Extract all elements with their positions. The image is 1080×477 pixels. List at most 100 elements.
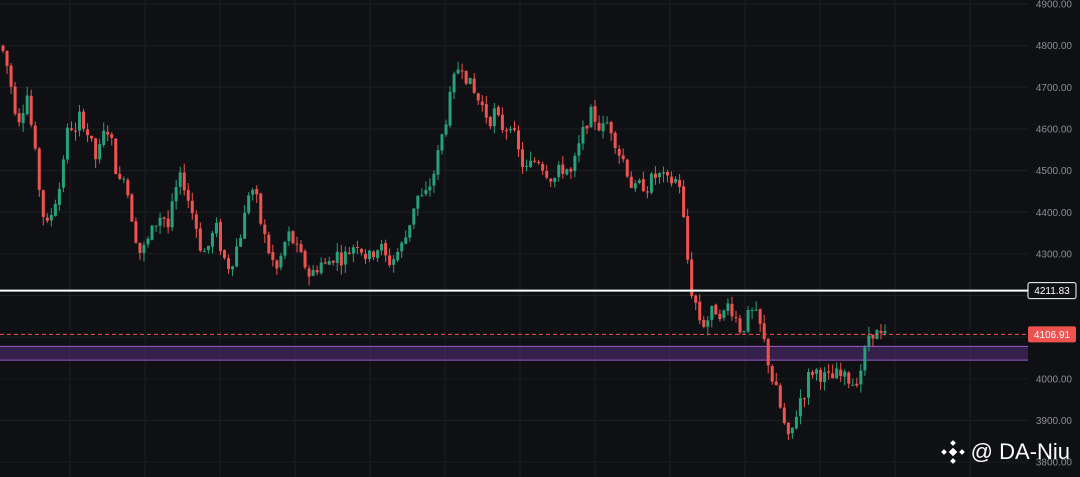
candle-body xyxy=(206,245,210,251)
candle-body xyxy=(770,366,774,382)
upper-level-badge-label: 4211.83 xyxy=(1034,286,1070,297)
candle-body xyxy=(722,310,726,318)
candle-body xyxy=(150,225,154,240)
candle-body xyxy=(198,228,202,251)
candle-body xyxy=(867,335,871,347)
candle-body xyxy=(5,50,9,66)
candle-body xyxy=(670,176,674,184)
candle-body xyxy=(25,95,29,115)
candle-body xyxy=(653,173,657,178)
candle-body xyxy=(517,130,521,150)
candle-body xyxy=(146,238,150,245)
current-price-badge-label: 4106.91 xyxy=(1034,330,1071,341)
watermark-handle: @ DA-Niu xyxy=(970,439,1070,464)
candle-body xyxy=(794,416,798,429)
candle-body xyxy=(827,371,831,373)
candle-body xyxy=(537,161,541,164)
candle-body xyxy=(698,301,702,321)
candle-body xyxy=(392,259,396,265)
candle-body xyxy=(460,70,464,72)
candle-body xyxy=(154,225,158,227)
candle-body xyxy=(839,369,843,376)
candle-body xyxy=(593,106,597,122)
candle-body xyxy=(702,319,706,327)
candle-body xyxy=(347,252,351,254)
candle-body xyxy=(73,130,77,132)
candle-body xyxy=(251,189,255,195)
candle-body xyxy=(847,372,851,384)
current-price-badge: 4106.91 xyxy=(1028,326,1076,343)
candle-body xyxy=(782,407,786,424)
candle-body xyxy=(512,128,516,131)
binance-logo-icon xyxy=(940,440,965,464)
candle-body xyxy=(295,243,299,245)
candle-body xyxy=(657,173,661,178)
candle-body xyxy=(275,260,279,269)
candle-body xyxy=(468,77,472,85)
candle-body xyxy=(86,129,90,136)
candle-body xyxy=(130,194,134,222)
candle-body xyxy=(255,188,259,195)
candle-body xyxy=(529,160,533,168)
candle-body xyxy=(279,255,283,268)
candle-body xyxy=(380,243,384,251)
candle-body xyxy=(633,183,637,189)
candle-body xyxy=(49,215,53,221)
candle-body xyxy=(94,138,98,160)
candle-body xyxy=(694,295,698,303)
candle-body xyxy=(851,384,855,386)
candle-body xyxy=(569,168,573,172)
candle-body xyxy=(573,155,577,172)
candle-body xyxy=(476,93,480,101)
candle-body xyxy=(565,169,569,175)
candle-body xyxy=(758,309,762,324)
candle-body xyxy=(267,234,271,254)
candle-body xyxy=(557,164,561,178)
candle-body xyxy=(508,128,512,131)
candle-body xyxy=(452,73,456,93)
candle-body xyxy=(577,143,581,156)
upper-level-badge: 4211.83 xyxy=(1027,282,1077,300)
candle-body xyxy=(307,268,311,277)
candle-body xyxy=(9,65,13,87)
candle-body xyxy=(480,101,484,106)
candle-body xyxy=(605,122,609,124)
y-tick-label: 4000.00 xyxy=(1036,374,1073,385)
candle-body xyxy=(553,178,557,182)
candle-body xyxy=(122,178,126,180)
candle-body xyxy=(118,173,122,179)
candle-body xyxy=(376,250,380,259)
candle-body xyxy=(448,91,452,126)
candle-body xyxy=(492,108,496,127)
candle-body xyxy=(686,216,690,260)
candle-body xyxy=(331,260,335,263)
candle-body xyxy=(666,171,670,176)
upper-level-badge-bg xyxy=(1027,282,1077,300)
candle-body xyxy=(484,104,488,118)
candle-body xyxy=(98,144,102,160)
candle-body xyxy=(13,86,17,114)
candle-body xyxy=(581,127,585,144)
candle-body xyxy=(645,191,649,193)
candle-body xyxy=(158,217,162,226)
candle-body xyxy=(436,150,440,175)
candle-body xyxy=(738,318,742,333)
candle-body xyxy=(746,310,750,332)
candle-body xyxy=(855,383,859,386)
support-zone xyxy=(0,346,1028,361)
candle-body xyxy=(456,69,460,74)
candle-body xyxy=(790,427,794,434)
candle-body xyxy=(726,303,730,311)
candle-body xyxy=(315,270,319,273)
grid-lines xyxy=(0,0,1028,477)
candle-body xyxy=(247,195,251,213)
candle-body xyxy=(734,316,738,318)
candle-body xyxy=(90,135,94,139)
candle-body xyxy=(291,231,295,244)
candle-body xyxy=(311,270,315,276)
candle-body xyxy=(106,131,110,135)
candle-body xyxy=(432,173,436,186)
candle-body xyxy=(601,123,605,132)
candle-body xyxy=(384,243,388,256)
